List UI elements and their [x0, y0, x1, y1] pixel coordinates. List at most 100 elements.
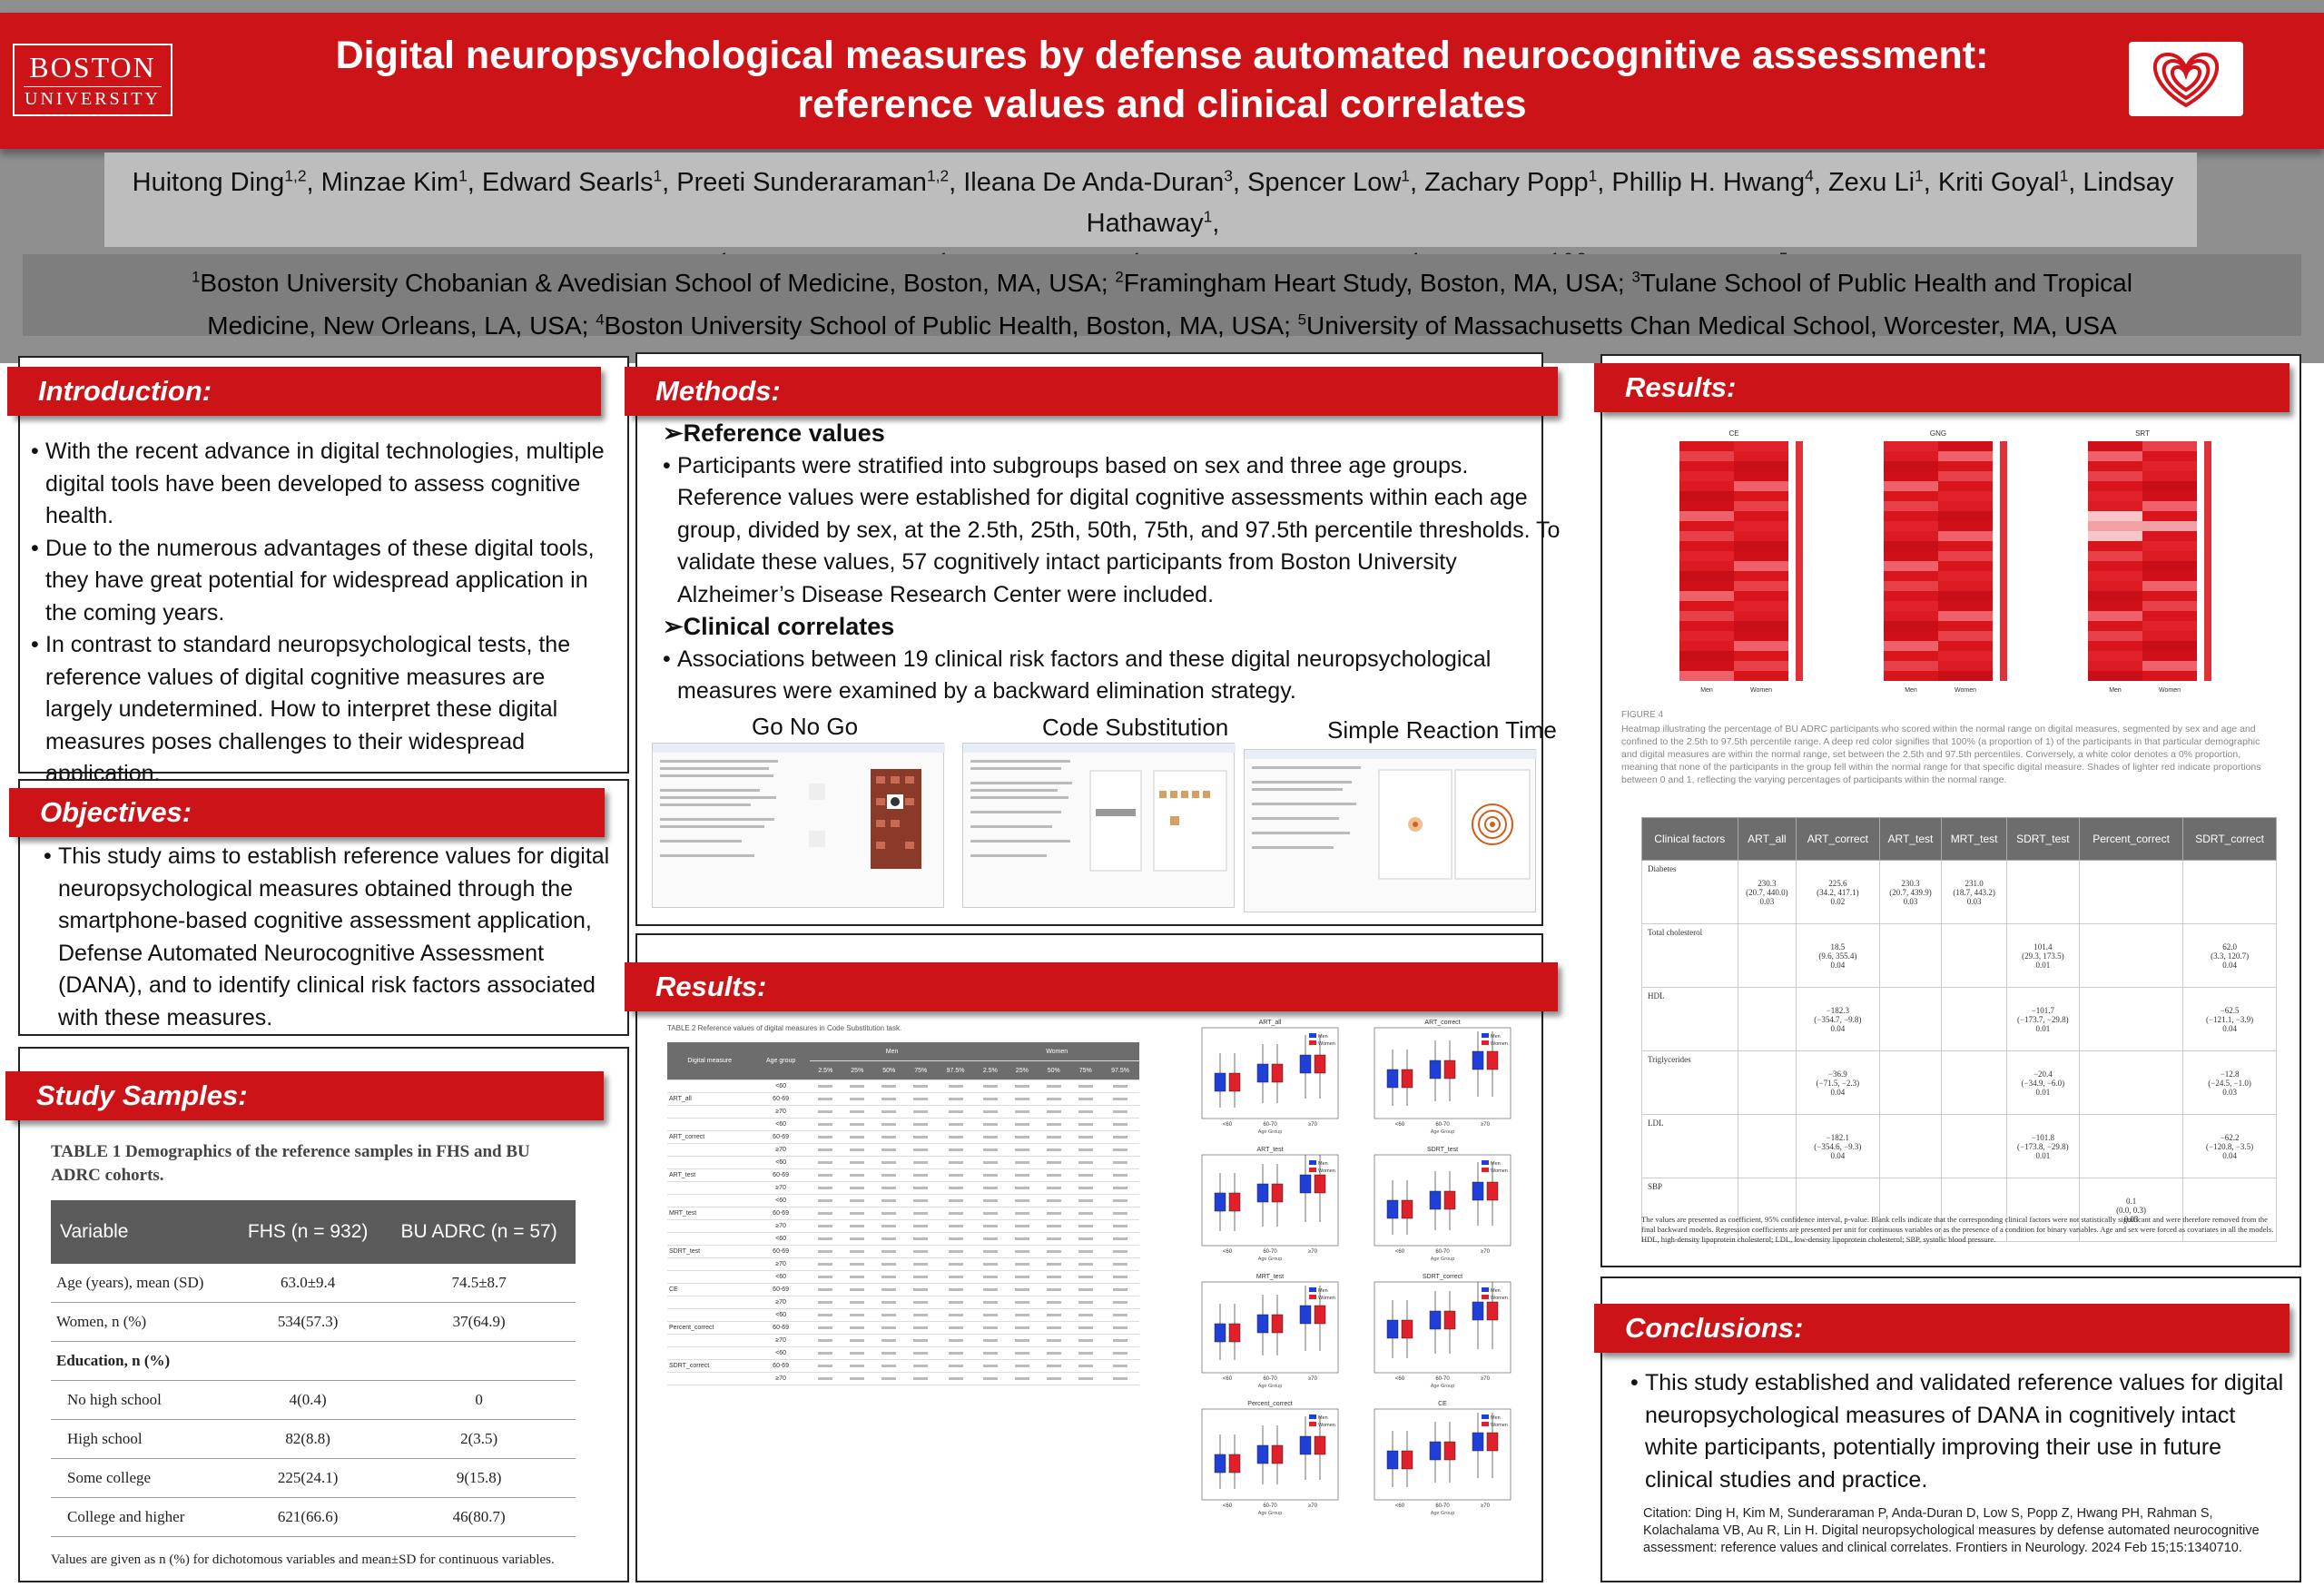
table-row: Education, n (%) — [51, 1341, 576, 1381]
cell-value — [1006, 1308, 1039, 1322]
cell-value — [841, 1207, 873, 1220]
cell-value — [936, 1372, 975, 1385]
heatmap-cell — [2142, 591, 2197, 601]
boxplot-box — [1214, 1072, 1226, 1092]
age-group-label: <60 — [752, 1194, 810, 1208]
cell-value — [841, 1257, 873, 1271]
cell-value — [974, 1245, 1007, 1258]
cell-value — [872, 1105, 905, 1119]
cell-value — [1038, 1143, 1070, 1157]
heatmap-cell — [1884, 551, 1938, 561]
table-row: <60 — [667, 1232, 1139, 1246]
percentile-header: 50% — [872, 1060, 905, 1080]
table1-caption: TABLE 1 Demographics of the reference sa… — [51, 1142, 530, 1185]
heatmap-cell — [2088, 501, 2142, 511]
age-group-label: 60-69 — [752, 1283, 810, 1296]
heatmap-cell — [1734, 601, 1788, 611]
coefficient-cell — [1737, 1114, 1797, 1178]
cell-value — [936, 1194, 975, 1208]
heatmap-cell — [1938, 541, 1993, 551]
corr-table-footnote: The values are presented as coefficient,… — [1641, 1215, 2274, 1244]
table-row: Percent_correct 60-69 — [667, 1321, 1139, 1335]
boxplot-box — [1401, 1069, 1413, 1089]
cell-value — [936, 1232, 975, 1246]
measure-label — [667, 1181, 753, 1195]
cell-value — [872, 1219, 905, 1233]
heatmap-cell — [1884, 561, 1938, 571]
cell-value — [936, 1181, 975, 1195]
cell-value — [1006, 1168, 1039, 1182]
legend-swatch — [1309, 1033, 1316, 1038]
cell-value — [904, 1130, 937, 1144]
cell-value — [1069, 1130, 1102, 1144]
heatmap-cell — [2142, 451, 2197, 461]
cell-value — [936, 1270, 975, 1284]
cell-value — [809, 1296, 842, 1309]
heatmap-cell — [1938, 611, 1993, 621]
x-axis-label: Age Group — [1258, 1511, 1283, 1516]
heatmap-cell — [1938, 551, 1993, 561]
measure-label — [667, 1143, 753, 1157]
cell-value — [382, 1341, 576, 1381]
affiliation-line-2: Medicine, New Orleans, LA, USA; 4Boston … — [36, 301, 2288, 343]
heatmap-cell — [1679, 611, 1734, 621]
measure-label: SDRT_correct — [667, 1359, 753, 1373]
boxplot-title: ART_test — [1256, 1147, 1283, 1153]
heatmap-cell — [1734, 611, 1788, 621]
heatmap-title: SRT — [2135, 429, 2150, 438]
cell-value — [1101, 1245, 1139, 1258]
table-row: <60 — [667, 1156, 1139, 1169]
cell-value — [974, 1156, 1007, 1169]
heatmap-cell — [1938, 561, 1993, 571]
corr-column-header: ART_all — [1737, 817, 1797, 861]
corr-column-header: SDRT_correct — [2182, 817, 2277, 861]
logo-text-boston: BOSTON — [29, 51, 156, 84]
title-line-2: reference values and clinical correlates — [797, 83, 1527, 126]
corr-column-header: Percent_correct — [2078, 817, 2184, 861]
percentile-header: 2.5% — [809, 1060, 842, 1080]
cell-value — [904, 1219, 937, 1233]
heatmap-cell — [2142, 601, 2197, 611]
heatmap-cell — [1679, 671, 1734, 681]
age-group-label: ≥70 — [752, 1372, 810, 1385]
boxplot-box — [1401, 1450, 1413, 1470]
cell-value — [1038, 1207, 1070, 1220]
author-line-1: Huitong Ding1,2, Minzae Kim1, Edward Sea… — [118, 158, 2188, 241]
boxplot-box — [1486, 1432, 1499, 1452]
cell-value — [872, 1308, 905, 1322]
cell-value — [1006, 1245, 1039, 1258]
heatmap-cell — [2088, 651, 2142, 661]
table-row: HDL −182.3 (−354.7, −9.8) 0.04 −101.7 (−17… — [1641, 987, 2277, 1051]
boxplot-box — [1256, 1183, 1269, 1203]
heatmap-cell — [1679, 501, 1734, 511]
coefficient-cell — [1878, 1050, 1943, 1115]
cell-value — [841, 1105, 873, 1119]
heatmap-cell — [1679, 581, 1734, 591]
boxplot-box — [1271, 1063, 1284, 1083]
row-label: Some college — [51, 1458, 233, 1498]
coefficient-cell — [2078, 1114, 2184, 1178]
corr-column-header: ART_test — [1878, 817, 1943, 861]
table2-col-women: Women — [974, 1042, 1139, 1061]
cell-value — [1038, 1283, 1070, 1296]
cell-value — [904, 1118, 937, 1131]
cell-value — [1038, 1219, 1070, 1233]
legend-swatch — [1309, 1287, 1316, 1292]
row-label: Age (years), mean (SD) — [51, 1264, 233, 1303]
heatmap-cell — [2088, 611, 2142, 621]
legend-label: Women — [1491, 1168, 1508, 1174]
heatmap-cell — [1734, 471, 1788, 481]
cell-value — [841, 1334, 873, 1347]
legend-swatch — [1309, 1422, 1316, 1426]
age-tick-label: <60 — [1395, 1376, 1405, 1382]
logo-text-university: UNIVERSITY — [24, 86, 162, 110]
age-tick-label: ≥70 — [1308, 1122, 1318, 1128]
cell-value — [1101, 1105, 1139, 1119]
heatmap-cell — [2088, 521, 2142, 531]
age-tick-label: ≥70 — [1481, 1122, 1491, 1128]
simple-reaction-time-screenshot — [1244, 749, 1537, 912]
cell-value — [936, 1092, 975, 1106]
cell-value — [1006, 1321, 1039, 1335]
measure-label — [667, 1334, 753, 1347]
